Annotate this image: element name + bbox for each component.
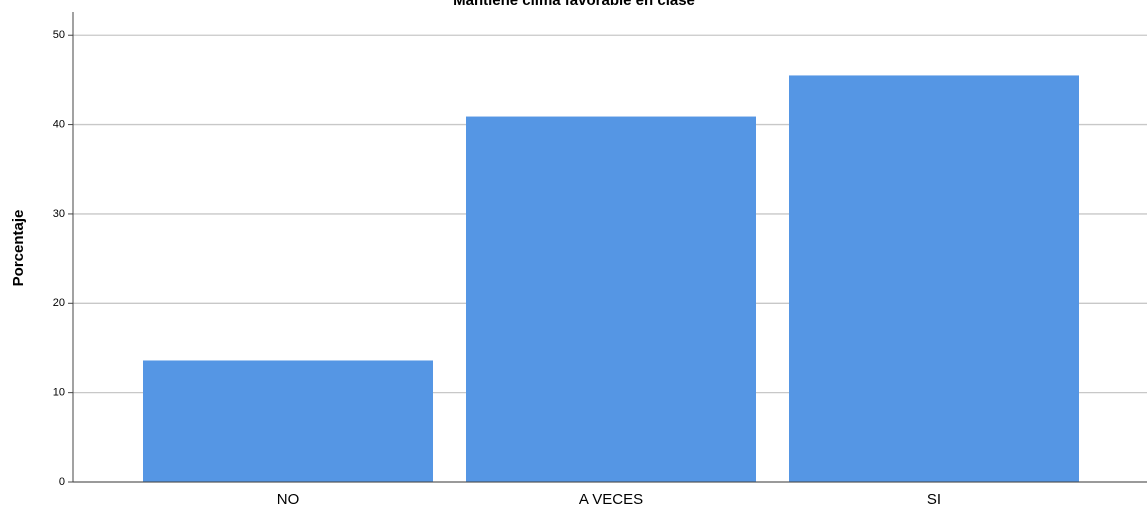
y-tick-label: 10 xyxy=(53,387,65,399)
bar xyxy=(466,116,756,482)
y-axis-label: Porcentaje xyxy=(10,210,27,287)
y-tick-label: 0 xyxy=(59,476,65,488)
y-tick-label: 40 xyxy=(53,118,65,130)
y-tick-label: 50 xyxy=(53,29,65,41)
chart-title: Mantiene clima favorable en clase xyxy=(453,0,695,9)
bar xyxy=(789,75,1079,482)
x-tick-label: A VECES xyxy=(579,491,643,508)
bar xyxy=(143,360,433,482)
y-tick-label: 20 xyxy=(53,297,65,309)
x-tick-label: SI xyxy=(927,491,941,508)
y-tick-label: 30 xyxy=(53,208,65,220)
x-tick-label: NO xyxy=(277,491,300,508)
